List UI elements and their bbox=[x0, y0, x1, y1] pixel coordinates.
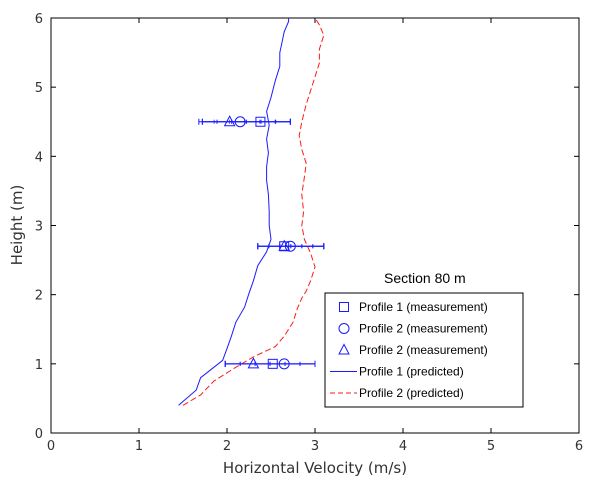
y-tick-label: 3 bbox=[35, 220, 43, 235]
series-line-profile-2-predicted bbox=[182, 17, 325, 406]
y-tick-label: 2 bbox=[35, 289, 43, 304]
legend-triangle-icon bbox=[338, 343, 350, 355]
y-axis-title: Height (m) bbox=[8, 185, 26, 266]
circle-marker bbox=[278, 358, 290, 370]
triangle-marker bbox=[278, 239, 291, 251]
legend-label: Profile 1 (measurement) bbox=[359, 300, 488, 314]
x-tick-label: 0 bbox=[47, 439, 55, 454]
legend-label: Profile 2 (predicted) bbox=[359, 386, 464, 400]
legend-label: Profile 2 (measurement) bbox=[359, 322, 488, 336]
x-tick-label: 4 bbox=[399, 439, 407, 454]
circle-marker bbox=[234, 116, 246, 128]
predicted-lines bbox=[178, 17, 325, 406]
legend: Profile 1 (measurement) Profile 2 (measur… bbox=[324, 292, 524, 408]
triangle-marker bbox=[247, 357, 260, 369]
y-tick-label: 5 bbox=[35, 81, 43, 96]
square-marker bbox=[255, 116, 266, 127]
section-annotation: Section 80 m bbox=[384, 270, 466, 286]
error-bars bbox=[198, 118, 325, 367]
series-line-profile-1-predicted bbox=[178, 18, 290, 406]
circle-marker bbox=[284, 240, 296, 252]
legend-box bbox=[324, 292, 524, 408]
square-marker bbox=[267, 358, 278, 369]
x-tick-label: 6 bbox=[575, 439, 583, 454]
x-tick-label: 3 bbox=[311, 439, 319, 454]
measurement-markers bbox=[223, 115, 296, 370]
x-tick-label: 1 bbox=[135, 439, 143, 454]
y-tick-label: 6 bbox=[35, 12, 43, 27]
x-axis-title: Horizontal Velocity (m/s) bbox=[223, 459, 407, 477]
legend-circle-icon bbox=[338, 323, 350, 334]
y-axis-ticks: 0 1 2 3 4 5 6 bbox=[35, 12, 579, 442]
y-tick-label: 1 bbox=[35, 358, 43, 373]
triangle-marker bbox=[223, 115, 236, 127]
x-tick-label: 2 bbox=[223, 439, 231, 454]
y-tick-label: 4 bbox=[35, 150, 43, 165]
legend-square-icon bbox=[339, 302, 349, 312]
legend-label: Profile 2 (measurement) bbox=[359, 343, 488, 357]
x-axis-ticks: 0 1 2 3 4 5 6 bbox=[47, 18, 583, 454]
legend-label: Profile 1 (predicted) bbox=[359, 365, 464, 379]
x-tick-label: 5 bbox=[487, 439, 495, 454]
y-tick-label: 0 bbox=[35, 427, 43, 442]
